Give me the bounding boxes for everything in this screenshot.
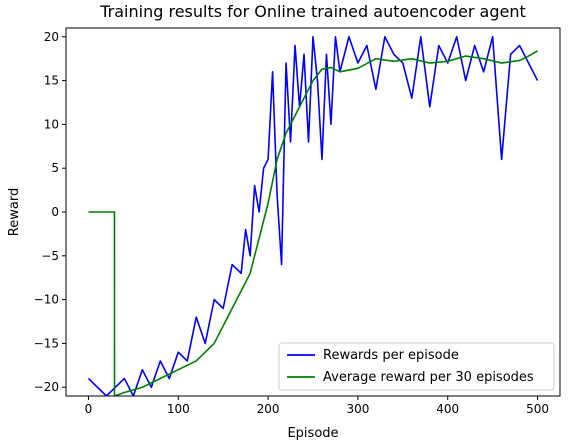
legend-label: Rewards per episode (323, 348, 459, 363)
y-axis-label: Reward (7, 188, 22, 236)
y-tick-label: 10 (44, 117, 59, 131)
y-axis-ticks: −20 −15 −10 −5 0 5 10 15 20 (34, 30, 66, 394)
y-tick-label: 20 (44, 30, 59, 44)
x-tick-label: 0 (85, 402, 93, 416)
y-tick-label: −20 (34, 380, 59, 394)
series-layer (88, 37, 537, 396)
plot-area (66, 28, 560, 396)
y-tick-label: −5 (41, 249, 59, 263)
x-axis-ticks: 0 100 200 300 400 500 (85, 396, 549, 416)
y-tick-label: −15 (34, 336, 59, 350)
x-axis-label: Episode (287, 426, 338, 441)
x-tick-label: 400 (436, 402, 459, 416)
legend-label: Average reward per 30 episodes (323, 370, 534, 385)
series-line-1 (88, 37, 537, 396)
x-tick-label: 100 (167, 402, 190, 416)
x-tick-label: 300 (346, 402, 369, 416)
y-tick-label: 15 (44, 74, 59, 88)
x-tick-label: 500 (526, 402, 549, 416)
y-tick-label: 0 (51, 205, 59, 219)
legend: Rewards per episode Average reward per 30… (279, 343, 554, 390)
x-tick-label: 200 (257, 402, 280, 416)
chart-title: Training results for Online trained auto… (99, 2, 525, 21)
plot-frame (66, 28, 560, 396)
y-tick-label: 5 (51, 161, 59, 175)
y-tick-label: −10 (34, 293, 59, 307)
